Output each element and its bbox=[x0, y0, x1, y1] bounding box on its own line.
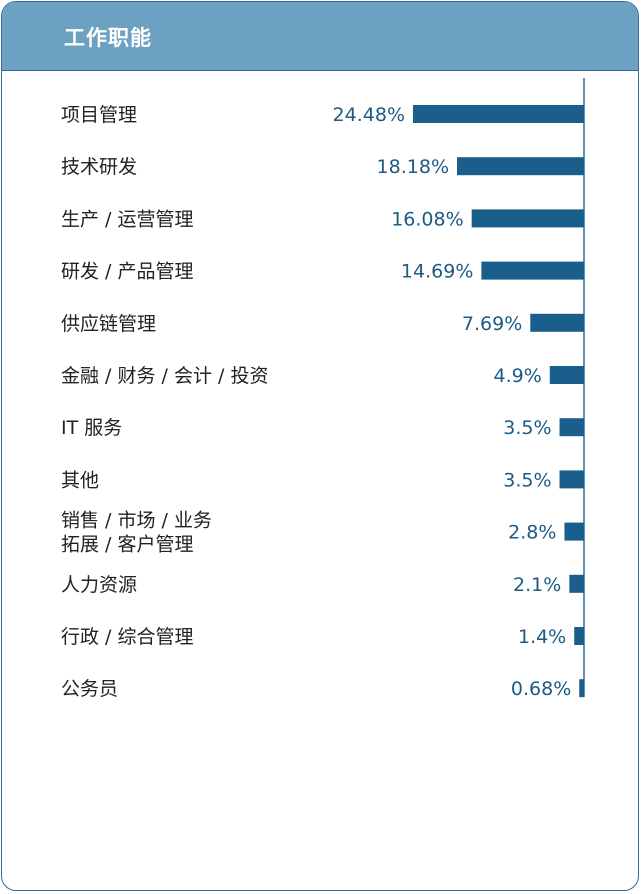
bar bbox=[413, 105, 584, 123]
value-label: 16.08% bbox=[391, 208, 463, 230]
value-label: 24.48% bbox=[333, 104, 405, 126]
value-label: 14.69% bbox=[401, 261, 473, 283]
category-label: 人力资源 bbox=[61, 574, 137, 596]
category-label: 销售 / 市场 / 业务 bbox=[61, 510, 212, 532]
value-label: 2.8% bbox=[508, 522, 556, 544]
value-label: 1.4% bbox=[518, 626, 566, 648]
bar bbox=[481, 261, 584, 280]
value-label: 7.69% bbox=[462, 313, 522, 335]
bar bbox=[569, 574, 584, 593]
card-title: 工作职能 bbox=[64, 26, 152, 50]
category-label: 供应链管理 bbox=[61, 313, 156, 335]
bar bbox=[471, 209, 584, 228]
category-label: 公务员 bbox=[61, 678, 118, 700]
category-label: 研发 / 产品管理 bbox=[61, 261, 193, 283]
bar bbox=[457, 157, 584, 176]
value-label: 3.5% bbox=[503, 417, 551, 439]
category-label: 生产 / 运营管理 bbox=[61, 208, 193, 230]
bar bbox=[549, 366, 584, 384]
bar bbox=[579, 679, 584, 698]
bar bbox=[530, 313, 584, 332]
category-label: 金融 / 财务 / 会计 / 投资 bbox=[61, 365, 268, 387]
value-label: 4.9% bbox=[493, 365, 541, 387]
category-label: 技术研发 bbox=[61, 156, 137, 178]
value-label: 2.1% bbox=[513, 574, 561, 596]
category-label: 其他 bbox=[61, 469, 99, 491]
category-label: 行政 / 综合管理 bbox=[61, 626, 193, 648]
category-label: 项目管理 bbox=[61, 104, 137, 126]
bar bbox=[559, 418, 584, 437]
bar bbox=[564, 522, 584, 541]
value-label: 0.68% bbox=[511, 678, 571, 700]
bar bbox=[559, 470, 584, 489]
category-label: IT 服务 bbox=[61, 417, 122, 439]
category-label: 拓展 / 客户管理 bbox=[61, 534, 193, 556]
value-label: 18.18% bbox=[377, 156, 449, 178]
bar bbox=[574, 627, 584, 645]
value-label: 3.5% bbox=[503, 469, 551, 491]
card-header: 工作职能 bbox=[2, 2, 638, 71]
